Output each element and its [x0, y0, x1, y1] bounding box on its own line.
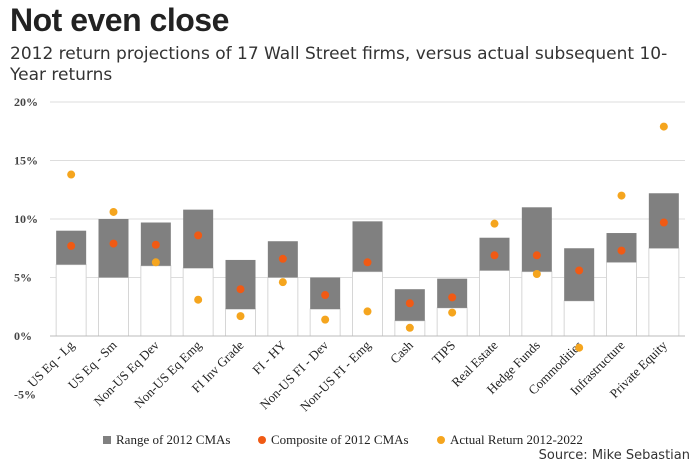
chart-subtitle: 2012 return projections of 17 Wall Stree… — [10, 44, 668, 85]
range-base-bar — [267, 277, 299, 337]
range-base-bar — [479, 269, 510, 337]
actual-point — [405, 323, 414, 332]
actual-point — [617, 191, 626, 200]
composite-point — [151, 240, 160, 249]
y-tick-label: 15% — [14, 154, 38, 168]
actual-point — [490, 219, 499, 228]
range-bar — [521, 207, 552, 272]
y-tick-label: 20% — [14, 95, 38, 109]
actual-point — [151, 258, 160, 267]
range-base-bar — [563, 300, 595, 337]
composite-point — [448, 293, 457, 302]
composite-point — [532, 251, 541, 260]
composite-point — [659, 218, 668, 227]
legend-range-swatch — [103, 436, 111, 444]
actual-point — [363, 307, 372, 316]
actual-point — [448, 308, 457, 317]
actual-point — [278, 278, 287, 287]
range-bar — [564, 248, 595, 301]
source-note: Source: Mike Sebastian — [538, 448, 690, 463]
composite-point — [575, 266, 584, 275]
actual-point — [236, 312, 245, 321]
x-tick-label: TIPS — [429, 338, 459, 368]
composite-point — [194, 231, 203, 240]
composite-point — [67, 241, 76, 250]
legend-actual-swatch — [437, 436, 445, 444]
composite-point — [617, 246, 626, 255]
composite-point — [405, 299, 414, 308]
actual-point — [109, 207, 118, 216]
y-tick-label: -5% — [14, 388, 36, 402]
range-base-bar — [606, 261, 637, 337]
range-base-bar — [140, 265, 172, 337]
composite-point — [321, 291, 330, 300]
x-tick-label: Cash — [387, 337, 416, 366]
range-base-bar — [55, 264, 87, 337]
chart-title: Not even close — [10, 2, 229, 38]
range-base-bar — [521, 271, 553, 337]
actual-point — [532, 269, 541, 278]
range-base-bar — [648, 247, 680, 337]
x-tick-label: FI - HY — [249, 337, 289, 377]
range-base-bar — [352, 271, 383, 337]
range-bar — [225, 259, 256, 310]
actual-point — [321, 315, 330, 324]
actual-point — [194, 295, 203, 304]
legend-composite-label: Composite of 2012 CMAs — [271, 432, 409, 447]
composite-point — [278, 254, 287, 263]
range-bar — [98, 219, 129, 278]
actual-point — [67, 170, 76, 179]
composite-point — [363, 258, 372, 267]
legend-range-label: Range of 2012 CMAs — [116, 432, 230, 447]
composite-point — [490, 251, 499, 260]
y-tick-label: 10% — [14, 212, 38, 226]
composite-point — [236, 285, 245, 294]
composite-point — [109, 239, 118, 248]
y-tick-label: 0% — [14, 329, 32, 343]
range-bar — [437, 278, 468, 308]
actual-point — [575, 343, 584, 352]
actual-point — [659, 122, 668, 131]
legend-actual-label: Actual Return 2012-2022 — [450, 432, 583, 447]
range-base-bar — [98, 277, 129, 337]
legend-composite-swatch — [258, 436, 266, 444]
y-tick-label: 5% — [14, 271, 32, 285]
